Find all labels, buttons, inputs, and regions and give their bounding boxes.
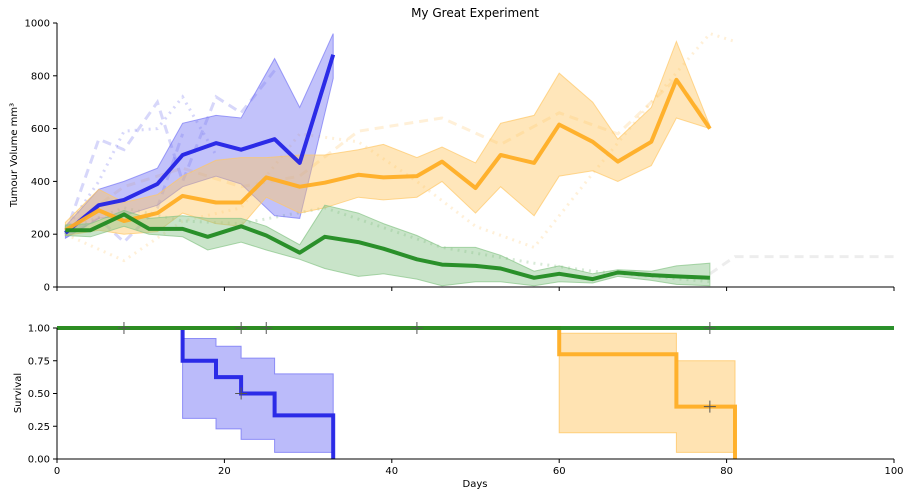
- y-tick-label: 400: [31, 177, 50, 188]
- x-tick-label: 0: [54, 466, 60, 477]
- individual-trace: [64, 76, 712, 231]
- y-tick-label: 800: [31, 71, 50, 82]
- y-tick-label: 200: [31, 230, 50, 241]
- y-tick-label: 0: [44, 283, 50, 294]
- individual-trace: [63, 69, 276, 235]
- x-tick-label: 20: [218, 466, 231, 477]
- individual-trace: [709, 255, 894, 276]
- individual-trace: [64, 31, 736, 263]
- y-tick-label: 0.50: [28, 389, 50, 400]
- x-tick-label: 40: [385, 466, 398, 477]
- y-tick-label: 0.00: [28, 455, 50, 466]
- y-tick-label: 600: [31, 124, 50, 135]
- mean-line-1: [64, 77, 712, 232]
- individual-trace: [64, 94, 218, 232]
- survival-line-0: [57, 326, 336, 459]
- x-tick-label: 80: [720, 466, 733, 477]
- bottom-y-axis-label: Survival: [13, 373, 24, 413]
- x-tick-label: 100: [884, 466, 903, 477]
- survival-band-0: [57, 327, 334, 459]
- confidence-band-0: [64, 33, 334, 240]
- chart-title: My Great Experiment: [411, 6, 539, 20]
- x-tick-label: 60: [553, 466, 566, 477]
- survival-plot: 0.00 0.25 0.50 0.75 1.00 0 20 40 60 80 100: [28, 322, 904, 477]
- top-y-axis-label: Tumour Volume mm³: [9, 103, 20, 208]
- confidence-band-2: [64, 204, 711, 287]
- mean-line-0: [64, 54, 336, 235]
- y-tick-label: 0.75: [28, 356, 50, 367]
- confidence-band-1: [64, 40, 711, 237]
- mean-line-2: [65, 212, 710, 282]
- tumour-volume-plot: 0 200 400 600 800 1000: [25, 19, 895, 294]
- bottom-x-axis-label: Days: [463, 479, 488, 490]
- y-tick-label: 1.00: [28, 324, 50, 335]
- survival-band-1: [57, 327, 736, 459]
- y-tick-label: 0.25: [28, 422, 50, 433]
- y-tick-label: 1000: [25, 19, 50, 30]
